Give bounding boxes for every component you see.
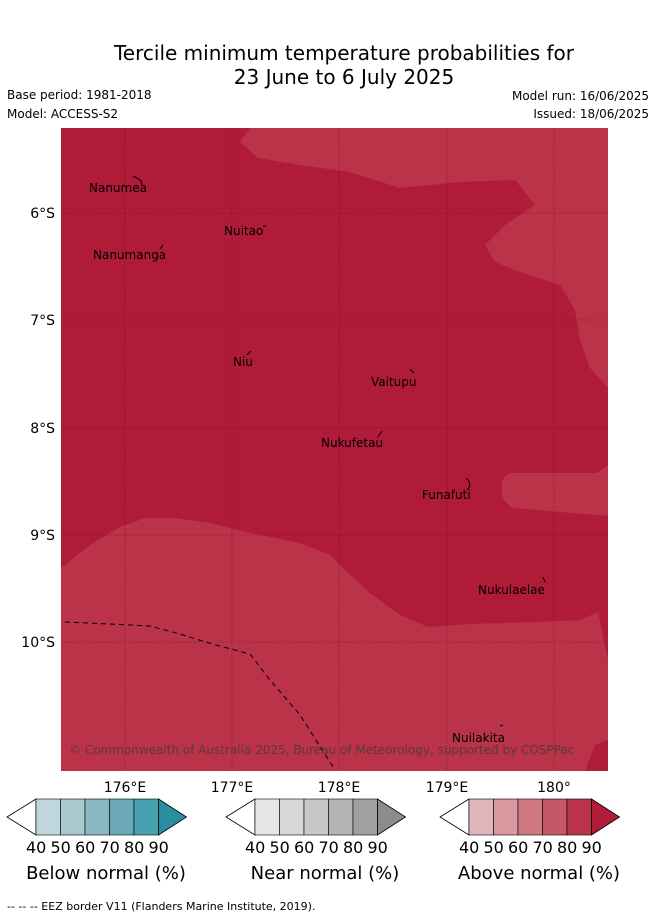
light-red-region-south: [61, 518, 608, 771]
longitude-labels: 176°E 177°E 178°E 179°E 180°: [104, 780, 571, 796]
place-label: Nanumanga: [93, 248, 166, 262]
latitude-tick-label: 10°S: [21, 635, 55, 651]
latitude-labels: 6°S 7°S 8°S 9°S 10°S: [21, 206, 55, 651]
colorbar-tick-label: 40: [459, 838, 480, 857]
gridlines: [61, 128, 608, 771]
model-name: Model: ACCESS-S2: [7, 107, 119, 121]
colorbar-segment: [60, 798, 86, 836]
colorbar-segment: [468, 798, 494, 836]
dark-red-corner: [585, 740, 608, 771]
colorbar: [439, 798, 621, 836]
colorbar-extend-low: [439, 798, 470, 836]
colorbar-segment: [254, 798, 280, 836]
colorbar-segment: [35, 798, 61, 836]
place-label: Nanumea: [89, 181, 147, 195]
title-line-1: Tercile minimum temperature probabilitie…: [113, 41, 575, 65]
colorbar: [6, 798, 188, 836]
eez-border: [64, 621, 336, 771]
colorbar-segment: [328, 798, 354, 836]
colorbar-label: Above normal (%): [457, 863, 621, 884]
colorbar-tick-label: 70: [532, 838, 553, 857]
light-red-region-east: [502, 465, 608, 516]
longitude-tick-label: 178°E: [318, 780, 361, 796]
colorbar-label: Near normal (%): [250, 863, 400, 884]
colorbar-tick-label: 50: [483, 838, 504, 857]
issued-date: Issued: 18/06/2025: [533, 107, 649, 121]
longitude-tick-label: 179°E: [426, 780, 469, 796]
colorbar-extend-high: [377, 798, 407, 836]
light-red-region-north: [240, 128, 608, 388]
colorbar-tick-label: 70: [318, 838, 339, 857]
place-label: Nuitao: [224, 224, 263, 238]
latitude-tick-label: 8°S: [30, 421, 55, 437]
colorbar-tick-label: 60: [294, 838, 315, 857]
colorbar-segment: [542, 798, 568, 836]
colorbar-tick-label: 90: [581, 838, 602, 857]
colorbar-tick-label: 40: [26, 838, 47, 857]
colorbar-segment: [109, 798, 135, 836]
longitude-tick-label: 177°E: [211, 780, 254, 796]
place-label: Niu: [233, 355, 253, 369]
place-labels: Nanumea Nuitao Nanumanga Niu Vaitupu Nukufeta…: [89, 181, 545, 745]
colorbar-extend-low: [6, 798, 37, 836]
chart-title: Tercile minimum temperature probabilitie…: [0, 41, 655, 89]
island-coastlines: [132, 175, 546, 727]
colorbar-segment: [517, 798, 543, 836]
colorbar-segment: [352, 798, 378, 836]
colorbar-segment: [493, 798, 519, 836]
latitude-tick-label: 9°S: [30, 528, 55, 544]
colorbar-segment: [133, 798, 159, 836]
colorbar-segment: [566, 798, 592, 836]
colorbar-tick-label: 50: [269, 838, 290, 857]
colorbar-tick-label: 80: [124, 838, 145, 857]
latitude-tick-label: 6°S: [30, 206, 55, 222]
longitude-tick-label: 176°E: [104, 780, 147, 796]
colorbar-label: Below normal (%): [26, 863, 186, 884]
colorbar-tick-label: 50: [50, 838, 71, 857]
place-label: Nuilakita: [452, 731, 505, 745]
place-label: Vaitupu: [371, 375, 417, 389]
colorbar-extend-high: [158, 798, 188, 836]
place-label: Nukufetau: [321, 436, 383, 450]
colorbar-segment: [84, 798, 110, 836]
colorbar-tick-label: 70: [99, 838, 120, 857]
copyright-notice: © Commonwealth of Australia 2025, Bureau…: [69, 743, 574, 757]
colorbar-tick-label: 60: [508, 838, 529, 857]
base-period: Base period: 1981-2018: [7, 88, 152, 102]
colorbar-tick-label: 80: [343, 838, 364, 857]
model-run: Model run: 16/06/2025: [511, 89, 649, 103]
colorbar-tick-label: 90: [367, 838, 388, 857]
eez-footnote: -- -- -- EEZ border V11 (Flanders Marine…: [7, 900, 316, 913]
colorbar-tick-label: 60: [75, 838, 96, 857]
place-label: Nukulaelae: [478, 583, 545, 597]
colorbar: [225, 798, 407, 836]
colorbar-tick-label: 40: [245, 838, 266, 857]
colorbar-tick-label: 90: [148, 838, 169, 857]
colorbar-extend-high: [591, 798, 621, 836]
longitude-tick-label: 180°: [537, 780, 571, 796]
colorbar-segment: [279, 798, 305, 836]
colorbar-tick-label: 80: [557, 838, 578, 857]
place-label: Funafuti: [422, 488, 471, 502]
colorbar-extend-low: [225, 798, 256, 836]
title-line-2: 23 June to 6 July 2025: [233, 65, 455, 89]
latitude-tick-label: 7°S: [30, 313, 55, 329]
colorbar-segment: [303, 798, 329, 836]
